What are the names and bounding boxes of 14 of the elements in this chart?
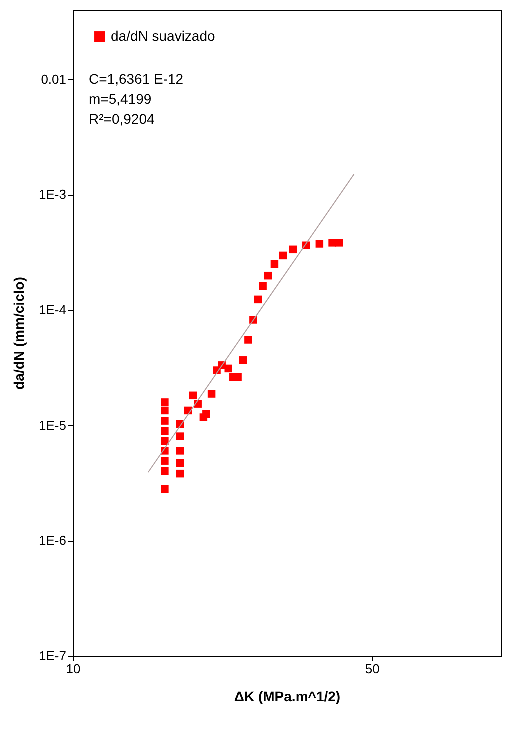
annotation: R²=0,9204	[89, 111, 155, 127]
x-axis-title: ΔK (MPa.m^1/2)	[234, 688, 341, 704]
annotation: C=1,6361 E-12	[89, 71, 184, 87]
y-tick-label: 1E-6	[39, 533, 66, 548]
x-tick-label: 50	[365, 662, 380, 676]
y-axis-title: da/dN (mm/ciclo)	[11, 277, 28, 390]
y-tick-label: 0.01	[41, 72, 66, 87]
y-tick-label: 1E-5	[39, 418, 66, 433]
x-tick-label: 10	[66, 662, 81, 676]
y-tick-label: 1E-3	[39, 187, 66, 202]
y-tick-label: 1E-7	[39, 648, 66, 664]
y-tick-label: 1E-4	[39, 302, 66, 318]
annotation: m=5,4199	[89, 91, 152, 107]
legend-label: da/dN suavizado	[111, 28, 216, 44]
